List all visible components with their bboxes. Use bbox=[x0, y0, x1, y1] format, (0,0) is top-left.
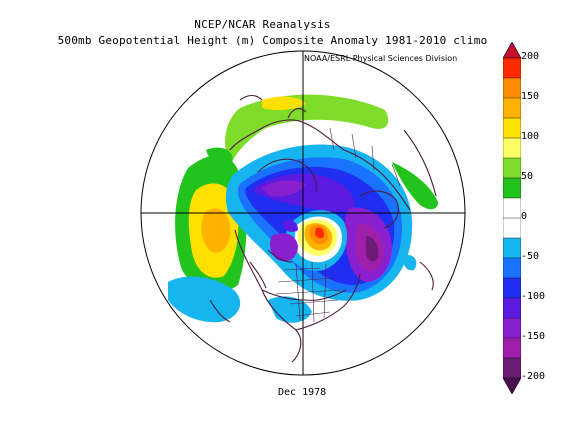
colorbar-band bbox=[503, 277, 521, 299]
colorbar-tick-label: -100 bbox=[521, 291, 546, 302]
colorbar-band bbox=[503, 77, 521, 99]
colorbar-band bbox=[503, 177, 521, 199]
colorbar-band bbox=[503, 197, 521, 219]
colorbar-tick-label: -200 bbox=[521, 371, 546, 382]
credit-label: NOAA/ESRL Physical Sciences Division bbox=[304, 54, 458, 63]
colorbar-band bbox=[503, 137, 521, 159]
colorbar-tick-label: 100 bbox=[521, 131, 540, 142]
colorbar-tick-label: -50 bbox=[521, 251, 540, 262]
colorbar-band bbox=[503, 97, 521, 119]
positive-anomaly-atlantic bbox=[225, 94, 389, 162]
colorbar-tick-label: 200 bbox=[521, 51, 540, 62]
colorbar-bottom-arrow bbox=[503, 377, 521, 394]
colorbar-tick-label: 150 bbox=[521, 91, 540, 102]
coastlines bbox=[209, 94, 437, 363]
colorbar-tick-label: 50 bbox=[521, 171, 534, 182]
chart-title: NCEP/NCAR Reanalysis bbox=[194, 18, 331, 31]
colorbar-band bbox=[503, 357, 521, 379]
colorbar-band bbox=[503, 217, 521, 239]
chart-subtitle: 500mb Geopotential Height (m) Composite … bbox=[57, 34, 488, 47]
colorbar-tick-label: 0 bbox=[521, 211, 528, 222]
colorbar-band bbox=[503, 257, 521, 279]
date-label: Dec 1978 bbox=[278, 387, 327, 398]
colorbar-band bbox=[503, 317, 521, 339]
colorbar-tick-label: -150 bbox=[521, 331, 546, 342]
colorbar bbox=[503, 42, 521, 394]
colorbar-band bbox=[503, 237, 521, 259]
borders bbox=[275, 127, 401, 323]
colorbar-band bbox=[503, 337, 521, 359]
colorbar-band bbox=[503, 117, 521, 139]
colorbar-top-arrow bbox=[503, 42, 521, 59]
colorbar-band bbox=[503, 297, 521, 319]
negative-anomaly-northpacific bbox=[168, 276, 241, 323]
colorbar-band bbox=[503, 157, 521, 179]
colorbar-band bbox=[503, 57, 521, 79]
